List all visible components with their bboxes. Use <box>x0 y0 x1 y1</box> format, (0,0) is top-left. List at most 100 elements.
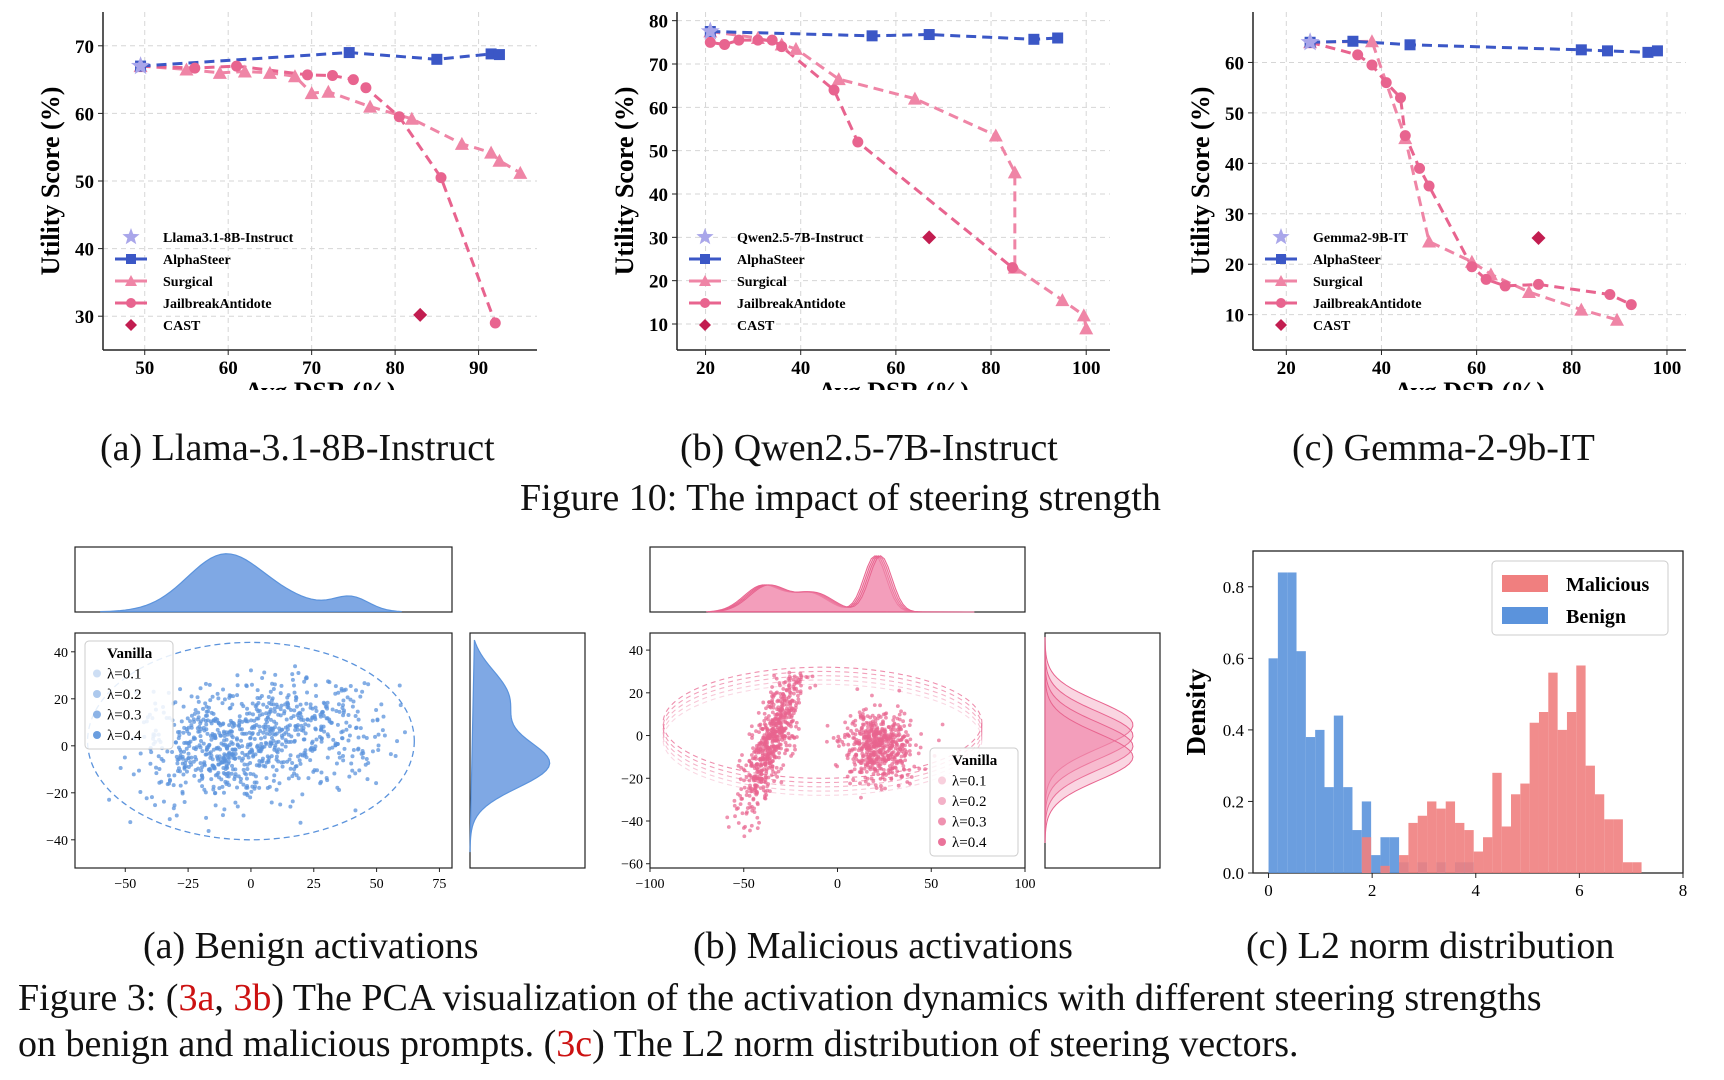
scatter-point <box>227 750 232 755</box>
x-tick-label: 20 <box>696 358 715 379</box>
scatter-point <box>206 828 211 833</box>
scatter-point <box>251 754 256 759</box>
scatter-point <box>763 777 768 782</box>
scatter-point <box>874 786 879 790</box>
subcaption-gemma: (c) Gemma-2-9b-IT <box>1292 427 1595 469</box>
scatter-point <box>845 726 850 731</box>
scatter-point <box>165 782 170 787</box>
scatter-point <box>346 713 351 718</box>
scatter-point <box>884 773 888 777</box>
scatter-point <box>752 786 757 791</box>
scatter-point <box>883 735 888 739</box>
scatter-point <box>209 777 214 782</box>
scatter-point <box>748 828 752 833</box>
legend-swatch <box>1502 575 1548 592</box>
scatter-point <box>182 800 187 805</box>
scatter-point <box>192 719 197 724</box>
scatter-point <box>762 722 767 727</box>
scatter-point <box>902 751 906 756</box>
legend-box <box>84 640 174 750</box>
scatter-point <box>908 752 912 757</box>
scatter-point <box>337 755 342 760</box>
figure-3-charts: −50 −25 0 25 50 7540200−20−40Vanillaλ=0.1λ=0.… <box>46 546 1687 900</box>
y-axis-label: Density <box>1181 668 1211 755</box>
scatter-point <box>770 727 775 731</box>
scatter-point <box>750 756 755 761</box>
scatter-point <box>852 742 857 747</box>
scatter-point <box>798 671 803 676</box>
scatter-point <box>198 734 203 739</box>
scatter-point <box>865 740 869 745</box>
scatter-point <box>233 767 238 772</box>
ref-3c-link[interactable]: 3c <box>556 1023 593 1065</box>
scatter-point <box>239 758 244 763</box>
data-point-jailbreakantidote <box>1380 77 1392 89</box>
scatter-point <box>780 706 784 711</box>
scatter-point <box>294 704 299 709</box>
scatter-point <box>777 718 782 722</box>
y-tick-label: 40 <box>649 185 668 206</box>
line-chart-llama: 50607080903040506070Avg DSR (%)Utility S… <box>36 12 537 390</box>
scatter-point <box>891 732 896 736</box>
scatter-point <box>235 804 240 809</box>
legend-marker-triangle <box>1275 275 1287 286</box>
x-tick-label: 0 <box>247 877 254 892</box>
scatter-point <box>209 721 214 726</box>
right-kde-curve <box>1044 637 1134 843</box>
ref-3a-link[interactable]: 3a <box>178 977 215 1019</box>
scatter-point <box>779 780 784 785</box>
scatter-point <box>825 739 829 744</box>
scatter-point <box>323 704 328 709</box>
scatter-point <box>374 781 379 786</box>
data-point-jailbreakantidote <box>1532 278 1544 290</box>
scatter-point <box>192 736 197 741</box>
scatter-point <box>245 793 250 798</box>
scatter-point <box>916 751 921 756</box>
scatter-point <box>198 721 203 726</box>
scatter-point <box>772 754 777 759</box>
scatter-point <box>775 744 780 749</box>
scatter-point <box>347 724 352 729</box>
scatter-point <box>161 799 166 804</box>
scatter-point <box>757 723 762 728</box>
scatter-point <box>189 713 194 718</box>
scatter-point <box>257 724 262 729</box>
scatter-point <box>755 776 759 781</box>
scatter-point <box>866 760 871 764</box>
scatter-point <box>866 731 871 735</box>
legend-label: AlphaSteer <box>1313 253 1381 268</box>
ref-3b-link[interactable]: 3b <box>233 977 272 1019</box>
scatter-point <box>331 737 336 742</box>
scatter-point <box>784 748 788 753</box>
scatter-point <box>758 770 762 775</box>
scatter-point <box>187 731 192 736</box>
caption-text: on benign and malicious prompts. ( <box>18 1023 557 1065</box>
scatter-point <box>349 761 354 766</box>
scatter-point <box>901 764 906 768</box>
scatter-point <box>234 736 239 741</box>
scatter-point <box>773 712 778 717</box>
scatter-point <box>736 763 741 768</box>
scatter-point <box>148 761 153 766</box>
scatter-point <box>288 766 293 771</box>
data-point-jailbreakantidote <box>1466 261 1478 273</box>
scatter-point <box>856 759 861 763</box>
scatter-point <box>376 743 381 748</box>
scatter-point <box>209 710 214 715</box>
hist-bar-malicious <box>1594 794 1605 873</box>
hist-bar-benign <box>1389 837 1400 873</box>
scatter-point <box>765 749 770 754</box>
data-point-cast <box>1531 231 1546 246</box>
scatter-point <box>752 810 757 815</box>
scatter-point <box>202 760 207 765</box>
y-tick-label: 10 <box>649 315 668 336</box>
scatter-point <box>341 710 346 715</box>
y-tick-label: 0.2 <box>1223 792 1244 811</box>
hist-bar-malicious <box>1566 712 1577 873</box>
scatter-point <box>757 820 761 825</box>
scatter-point <box>769 721 774 726</box>
scatter-point <box>334 761 339 766</box>
scatter-point <box>284 730 289 735</box>
scatter-point <box>306 776 311 781</box>
scatter-point <box>792 744 797 748</box>
